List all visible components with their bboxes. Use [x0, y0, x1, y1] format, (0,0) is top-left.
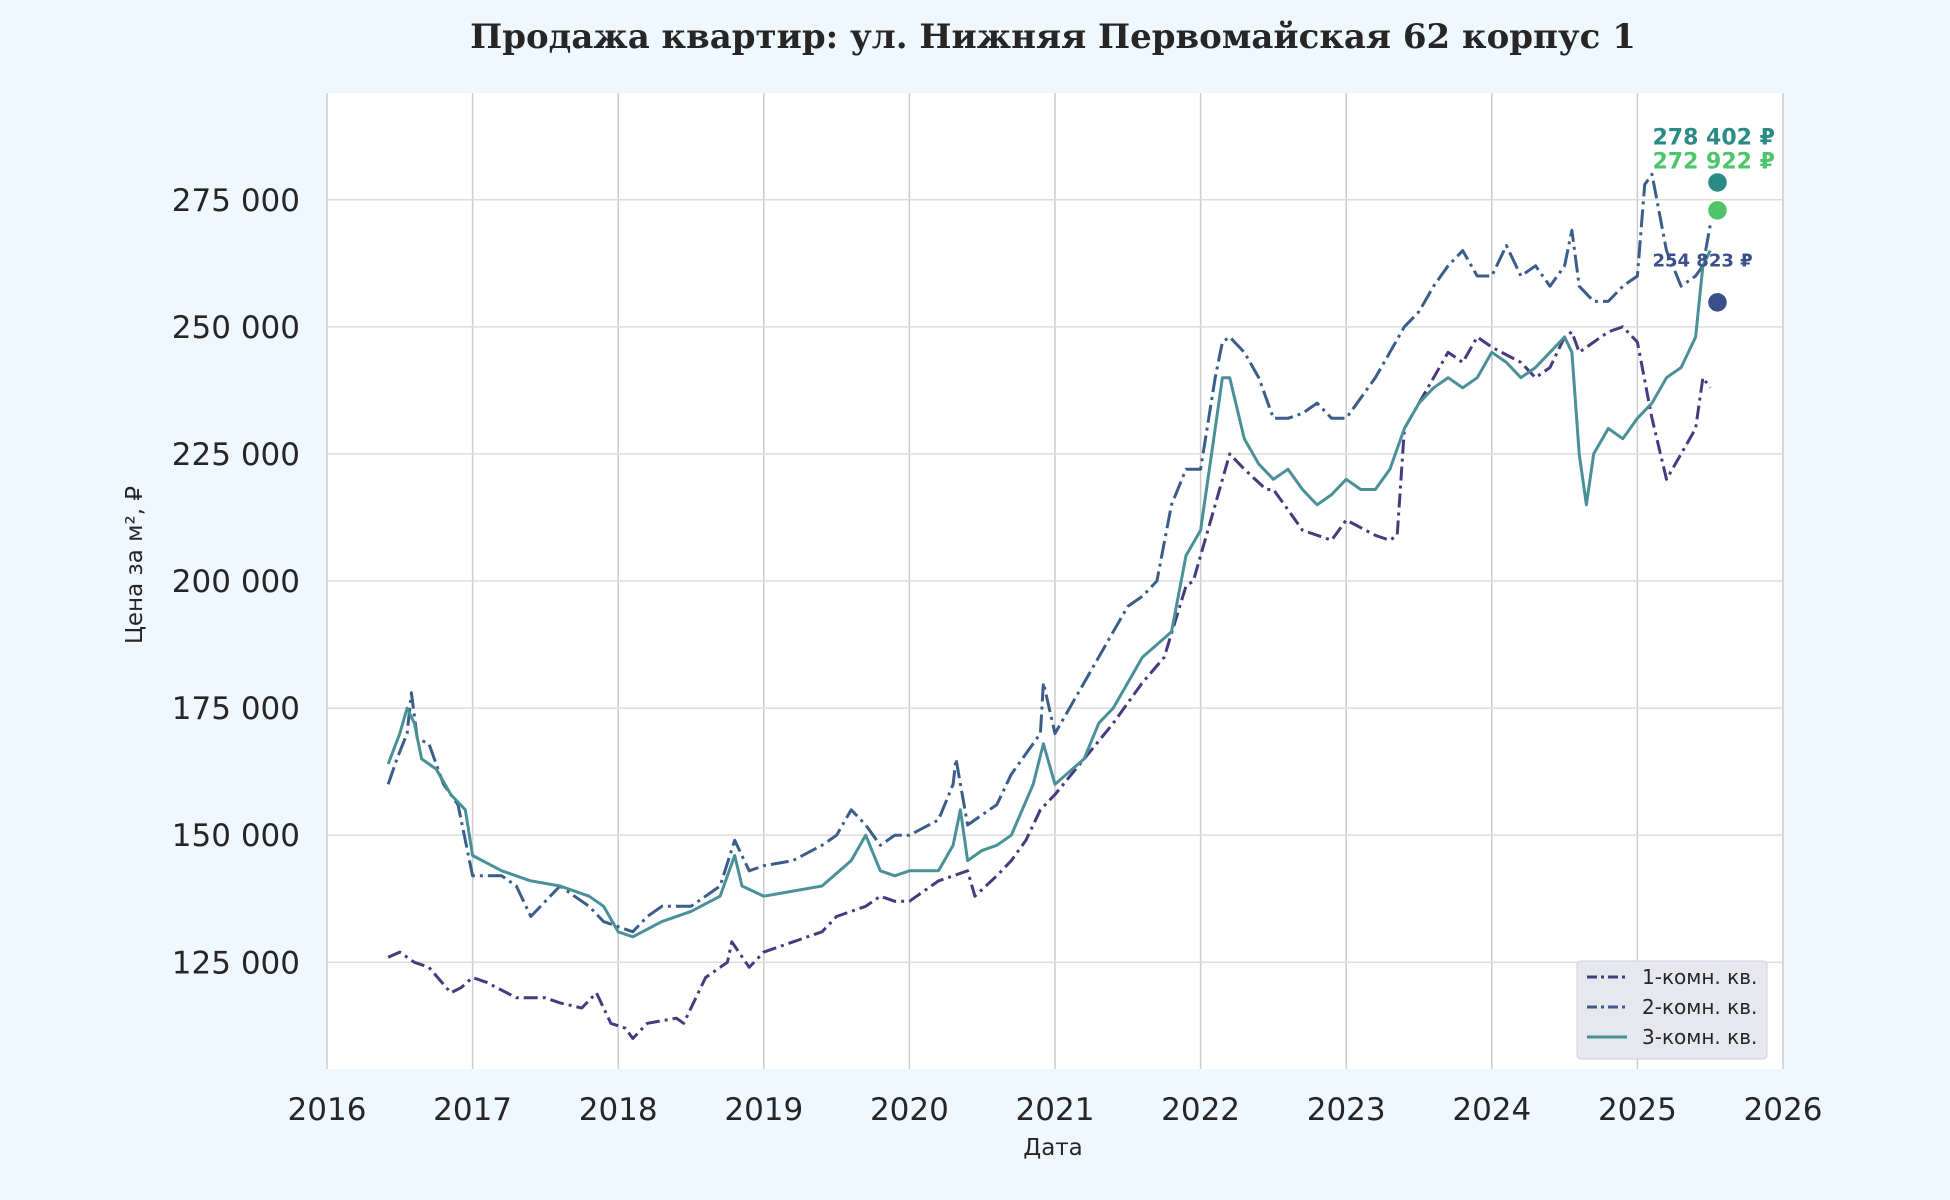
series-line-1 [387, 325, 1712, 1040]
end-marker [1706, 171, 1729, 194]
x-tick-label: 2020 [870, 1092, 949, 1128]
x-tick-label: 2026 [1744, 1092, 1823, 1128]
series-line-3 [386, 249, 1712, 939]
y-tick-label: 275 000 [172, 183, 300, 219]
end-value-label: 254 823 ₽ [1652, 250, 1752, 271]
y-tick-labels: 125 000 150 000 175 000 200 000 225 000 250 0… [172, 183, 300, 982]
series-line-2 [386, 172, 1712, 934]
x-tick-label: 2024 [1452, 1092, 1531, 1128]
grid [326, 93, 1784, 1069]
y-tick-label: 125 000 [172, 945, 300, 981]
legend: 1-комн. кв. 2-комн. кв. 3-комн. кв. [1576, 960, 1768, 1060]
end-value-label: 272 922 ₽ [1652, 149, 1774, 174]
y-tick-label: 225 000 [172, 437, 300, 473]
x-tick-label: 2018 [579, 1092, 658, 1128]
series-lines [386, 172, 1712, 1040]
x-tick-label: 2023 [1307, 1092, 1386, 1128]
x-axis-label: Дата [1023, 1135, 1083, 1161]
x-tick-label: 2017 [433, 1092, 512, 1128]
end-value-label: 278 402 ₽ [1652, 125, 1774, 150]
x-tick-label: 2022 [1161, 1092, 1240, 1128]
x-tick-label: 2016 [288, 1092, 367, 1128]
end-markers: 278 402 ₽272 922 ₽ 254 823 ₽ [1652, 125, 1775, 314]
legend-box [1576, 960, 1768, 1060]
legend-label: 2-комн. кв. [1642, 995, 1757, 1019]
legend-label: 3-комн. кв. [1642, 1025, 1757, 1049]
y-tick-label: 250 000 [172, 310, 300, 346]
legend-label: 1-комн. кв. [1642, 965, 1757, 989]
x-tick-label: 2021 [1016, 1092, 1095, 1128]
y-tick-label: 175 000 [172, 691, 300, 727]
chart-title: Продажа квартир: ул. Нижняя Первомайская… [470, 17, 1636, 57]
end-marker [1706, 291, 1729, 314]
end-marker [1706, 199, 1729, 222]
y-tick-label: 200 000 [172, 564, 300, 600]
x-tick-labels: 2016 2017 2018 2019 2020 2021 2022 2023 2024 2025… [288, 1092, 1823, 1128]
y-tick-label: 150 000 [172, 818, 300, 854]
x-tick-label: 2025 [1598, 1092, 1677, 1128]
y-axis-label: Цена за м², ₽ [122, 486, 148, 644]
x-tick-label: 2019 [724, 1092, 803, 1128]
